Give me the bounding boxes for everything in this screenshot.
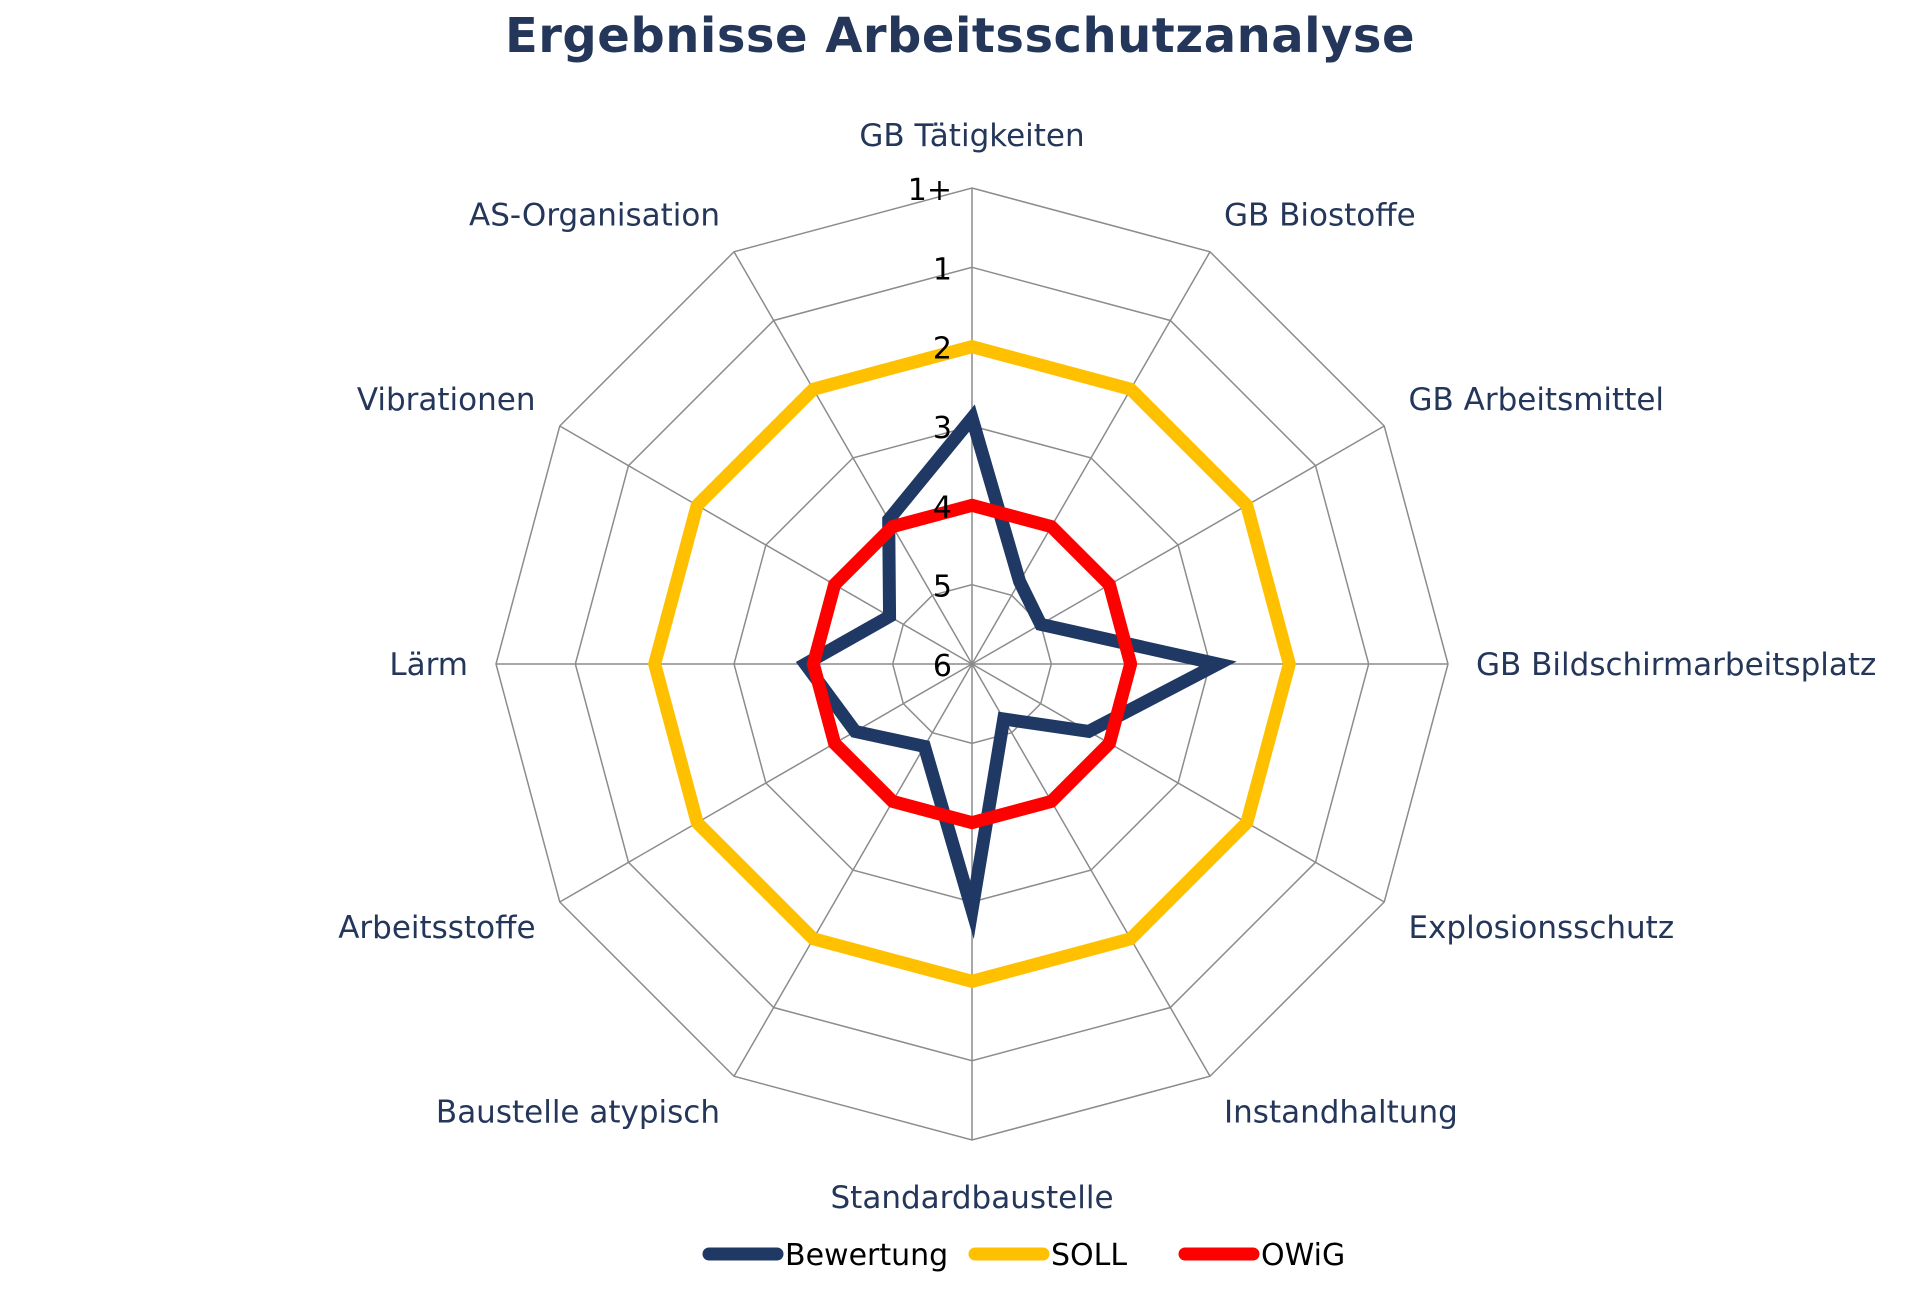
grid-layer: [495, 187, 1449, 1141]
series-layer: [647, 339, 1297, 989]
scale-tick-label: 1+: [908, 173, 952, 208]
scale-tick-label: 2: [933, 332, 952, 367]
scale-tick-label: 4: [933, 490, 952, 525]
grid-spoke: [559, 663, 973, 903]
grid-spoke: [971, 663, 1211, 1077]
category-label: Explosionsschutz: [1408, 910, 1674, 946]
scale-tick-label: 3: [933, 411, 952, 446]
grid-spoke: [971, 663, 1385, 903]
category-label: GB Tätigkeiten: [859, 118, 1084, 154]
scale-tick-label: 6: [933, 649, 952, 684]
category-label: Baustelle atypisch: [436, 1094, 720, 1130]
grid-spoke: [971, 251, 1211, 665]
category-label: GB Arbeitsmittel: [1408, 382, 1664, 418]
category-label: Standardbaustelle: [830, 1180, 1113, 1216]
series-line: [795, 404, 1237, 940]
category-labels: GB Tätigkeiten GB Biostoffe GB Arbeitsmitt…: [338, 118, 1876, 1216]
category-label: GB Bildschirmarbeitsplatz: [1476, 647, 1876, 683]
legend: Bewertung SOLL OWiG: [702, 1238, 1345, 1273]
category-label: Lärm: [389, 647, 468, 683]
legend-label: OWiG: [1261, 1238, 1345, 1273]
grid-spoke: [733, 251, 973, 665]
series-line: [806, 498, 1138, 830]
chart-title: Ergebnisse Arbeitsschutzanalyse: [504, 8, 1416, 64]
category-label: Vibrationen: [357, 382, 536, 418]
category-label: AS-Organisation: [469, 198, 720, 234]
category-label: Arbeitsstoffe: [338, 910, 535, 946]
grid-spoke: [559, 425, 973, 665]
category-label: GB Biostoffe: [1224, 198, 1416, 234]
legend-label: SOLL: [1051, 1238, 1127, 1273]
legend-label: Bewertung: [785, 1238, 948, 1273]
scale-tick-label: 5: [933, 570, 952, 605]
tick-layer: 6 5 4 3 2 1 1+: [908, 173, 952, 684]
category-label: Instandhaltung: [1224, 1094, 1458, 1130]
scale-tick-label: 1: [933, 252, 952, 287]
grid-spoke: [733, 663, 973, 1077]
grid-spoke: [971, 425, 1385, 665]
series-line: [647, 339, 1297, 989]
